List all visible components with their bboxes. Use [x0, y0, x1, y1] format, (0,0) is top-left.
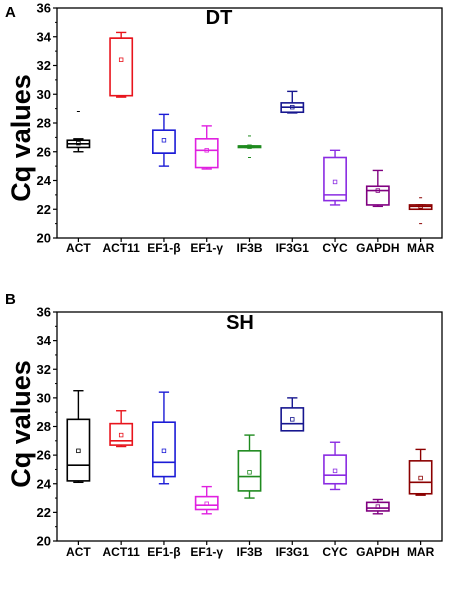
x-tick-label: EF1-β [147, 545, 180, 559]
y-tick-label: 30 [37, 390, 51, 405]
iqr-box [194, 495, 219, 511]
box-CYC [323, 149, 347, 206]
mean-marker [118, 57, 124, 62]
panel-a: A DT Cq values 20 22 24 26 28 30 32 34 36 ACT ACT1… [5, 1, 443, 255]
x-tick-label: IF3B [236, 545, 262, 559]
y-tick-label: 20 [37, 231, 51, 246]
y-axis-label: Cq values [6, 74, 36, 202]
mean-marker [76, 448, 81, 454]
y-tick-label: 20 [37, 534, 51, 549]
y-tick-label: 24 [37, 173, 52, 188]
x-tick-label: GAPDH [356, 241, 399, 255]
box-ACT11 [109, 410, 134, 448]
x-tick-label: EF1-γ [190, 545, 223, 559]
iqr-box [323, 156, 347, 202]
iqr-box [109, 422, 134, 446]
mean-marker [290, 104, 295, 110]
x-tick-label: CYC [322, 241, 348, 255]
y-tick-label: 30 [37, 87, 51, 102]
x-tick-label: ACT11 [102, 545, 140, 559]
box-plots [66, 31, 433, 225]
box-IF3B [237, 135, 262, 158]
x-tick-label: ACT [66, 241, 91, 255]
y-tick-label: 28 [37, 116, 51, 131]
box-ACT11 [109, 31, 134, 98]
x-tick-label: GAPDH [356, 545, 399, 559]
y-tick-label: 36 [37, 305, 51, 320]
mean-marker [76, 140, 81, 146]
chart-title: DT [206, 7, 233, 29]
box-ACT [66, 111, 91, 153]
mean-marker [332, 468, 338, 474]
mean-marker [418, 475, 423, 481]
mean-marker [375, 188, 381, 193]
mean-marker [161, 138, 167, 143]
box-MAR [408, 197, 433, 225]
iqr-box [280, 407, 305, 432]
box-CYC [323, 441, 347, 491]
mean-marker [204, 501, 209, 506]
box-ACT [66, 390, 91, 484]
mean-marker [118, 432, 124, 438]
box-IF3G1 [280, 397, 305, 432]
panel-letter: B [5, 291, 16, 308]
box-IF3G1 [280, 90, 305, 114]
x-tick-label: CYC [322, 545, 348, 559]
x-tick-label: MAR [407, 241, 435, 255]
x-tick-label: EF1-γ [190, 241, 223, 255]
box-IF3B [237, 434, 262, 499]
y-tick-label: 36 [37, 1, 51, 16]
mean-marker [418, 204, 423, 209]
box-EF1-γ [194, 485, 219, 515]
y-tick-label: 26 [37, 448, 51, 463]
y-tick-label: 22 [37, 202, 51, 217]
y-tick-label: 22 [37, 505, 51, 520]
x-tick-label: MAR [407, 545, 435, 559]
box-EF1-γ [194, 125, 219, 170]
mean-marker [204, 148, 209, 153]
y-tick-label: 24 [37, 476, 52, 491]
y-tick-label: 34 [37, 333, 52, 348]
x-tick-label: IF3G1 [276, 545, 310, 559]
box-plots [66, 390, 433, 515]
y-axis-label: Cq values [6, 360, 36, 488]
axes: 20 22 24 26 28 30 32 34 36 ACT ACT11 EF1-β EF1-γ IF3B… [37, 305, 443, 559]
panel-letter: A [5, 4, 16, 21]
x-tick-label: IF3G1 [276, 241, 310, 255]
y-tick-label: 34 [37, 29, 52, 44]
box-GAPDH [365, 498, 390, 515]
x-tick-label: ACT [66, 545, 91, 559]
mean-marker [332, 179, 338, 185]
chart-title: SH [226, 312, 254, 334]
panel-b: B SH Cq values 20 22 24 26 28 30 32 34 36 ACT ACT1… [5, 291, 443, 559]
box-GAPDH [365, 169, 390, 208]
iqr-box [365, 501, 390, 512]
box-EF1-β [152, 113, 176, 167]
iqr-box [109, 37, 134, 97]
iqr-box [66, 418, 91, 482]
y-tick-label: 32 [37, 58, 51, 73]
iqr-box [194, 138, 219, 169]
iqr-box [408, 460, 433, 495]
mean-marker [247, 144, 252, 149]
box-EF1-β [152, 391, 176, 485]
x-tick-label: ACT11 [102, 241, 140, 255]
y-tick-label: 32 [37, 362, 51, 377]
mean-marker [161, 448, 167, 454]
x-tick-label: IF3B [236, 241, 262, 255]
box-MAR [408, 448, 433, 496]
axes: 20 22 24 26 28 30 32 34 36 ACT ACT11 EF1-β EF1-γ IF3B… [37, 1, 443, 255]
mean-marker [290, 417, 295, 422]
x-tick-label: EF1-β [147, 241, 180, 255]
y-tick-label: 26 [37, 144, 51, 159]
y-tick-label: 28 [37, 419, 51, 434]
mean-marker [247, 470, 252, 475]
mean-marker [375, 504, 381, 509]
